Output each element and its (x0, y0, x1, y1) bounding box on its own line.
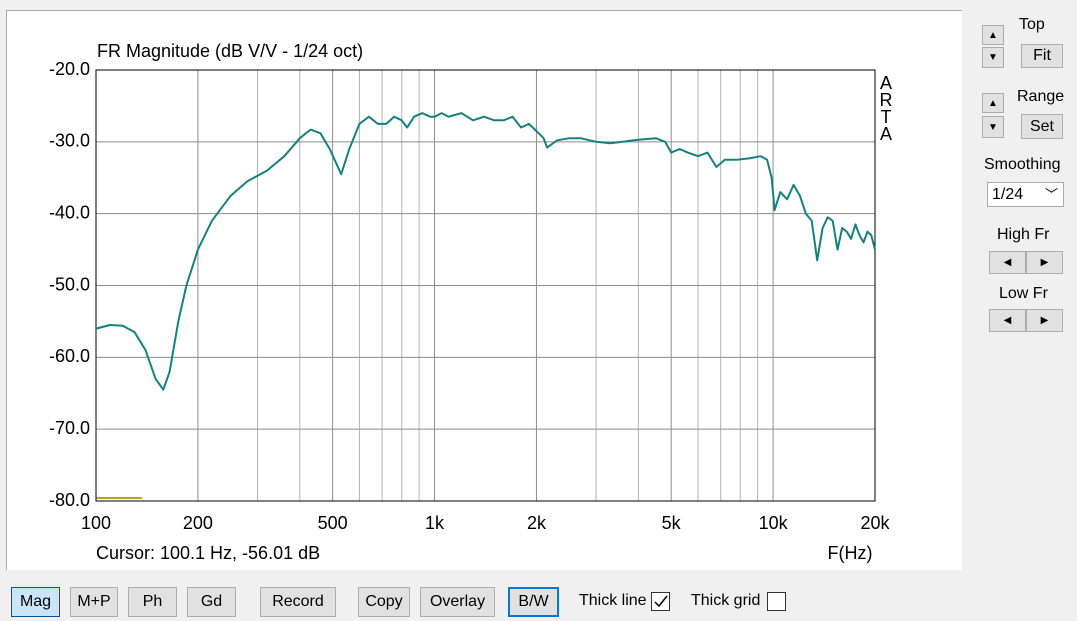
top-up[interactable]: ▲ (982, 25, 1004, 45)
toolbar-button[interactable]: Copy (358, 587, 410, 617)
range-down[interactable]: ▼ (982, 116, 1004, 138)
x-axis-label: F(Hz) (828, 543, 873, 563)
fit-button[interactable]: Fit (1021, 44, 1063, 68)
x-tick-label: 5k (662, 513, 682, 533)
response-curve (95, 112, 876, 391)
arta-label: ARTA (876, 73, 896, 141)
thick-grid-label: Thick grid (691, 592, 761, 609)
range-up[interactable]: ▲ (982, 93, 1004, 113)
y-tick-label: -40.0 (49, 202, 90, 222)
smoothing-label: Smoothing (984, 156, 1061, 173)
low-fr-label: Low Fr (999, 285, 1048, 302)
low-fr-right[interactable]: ▶ (1026, 309, 1063, 332)
toolbar-button[interactable]: Record (260, 587, 336, 617)
x-tick-label: 1k (425, 513, 445, 533)
thick-grid-checkbox[interactable] (767, 592, 786, 611)
checkmark (654, 595, 668, 608)
x-tick-label: 200 (183, 513, 213, 533)
low-fr-left[interactable]: ◀ (989, 309, 1026, 332)
smoothing-select[interactable]: 1/24 ﹀ (987, 182, 1064, 207)
toolbar-button[interactable]: Overlay (420, 587, 495, 617)
plot-panel: FR Magnitude (dB V/V - 1/24 oct) F(Hz) C… (6, 10, 962, 570)
dropdown-arrow: ﹀ (1045, 187, 1059, 202)
top-down[interactable]: ▼ (982, 47, 1004, 68)
cursor-readout: Cursor: 100.1 Hz, -56.01 dB (96, 543, 320, 563)
plot-frame (95, 69, 876, 502)
y-tick-label: -80.0 (49, 490, 90, 510)
thick-line-checkbox[interactable] (651, 592, 670, 611)
y-tick-label: -50.0 (49, 274, 90, 294)
high-fr-right[interactable]: ▶ (1026, 251, 1063, 274)
high-fr-label: High Fr (997, 226, 1050, 243)
y-tick-label: -70.0 (49, 418, 90, 438)
chart: FR Magnitude (dB V/V - 1/24 oct) F(Hz) C… (49, 41, 896, 563)
x-tick-label: 20k (860, 513, 890, 533)
smoothing-value: 1/24 (992, 186, 1024, 203)
x-tick-label: 500 (318, 513, 348, 533)
chart-title: FR Magnitude (dB V/V - 1/24 oct) (97, 41, 363, 61)
set-button[interactable]: Set (1021, 114, 1063, 139)
high-fr-left[interactable]: ◀ (989, 251, 1026, 274)
thick-line-label: Thick line (579, 592, 647, 609)
x-tick-label: 100 (81, 513, 111, 533)
y-tick-label: -30.0 (49, 131, 90, 151)
x-tick-label: 10k (759, 513, 789, 533)
toolbar-button[interactable]: M+P (70, 587, 118, 617)
y-tick-label: -20.0 (49, 59, 90, 79)
toolbar-button[interactable]: Mag (11, 587, 60, 617)
top-label: Top (1019, 16, 1045, 33)
toolbar-button[interactable]: Ph (128, 587, 177, 617)
y-tick-label: -60.0 (49, 346, 90, 366)
range-label: Range (1017, 88, 1065, 105)
toolbar-button[interactable]: Gd (187, 587, 236, 617)
toolbar-button[interactable]: B/W (508, 587, 559, 617)
x-tick-label: 2k (527, 513, 547, 533)
